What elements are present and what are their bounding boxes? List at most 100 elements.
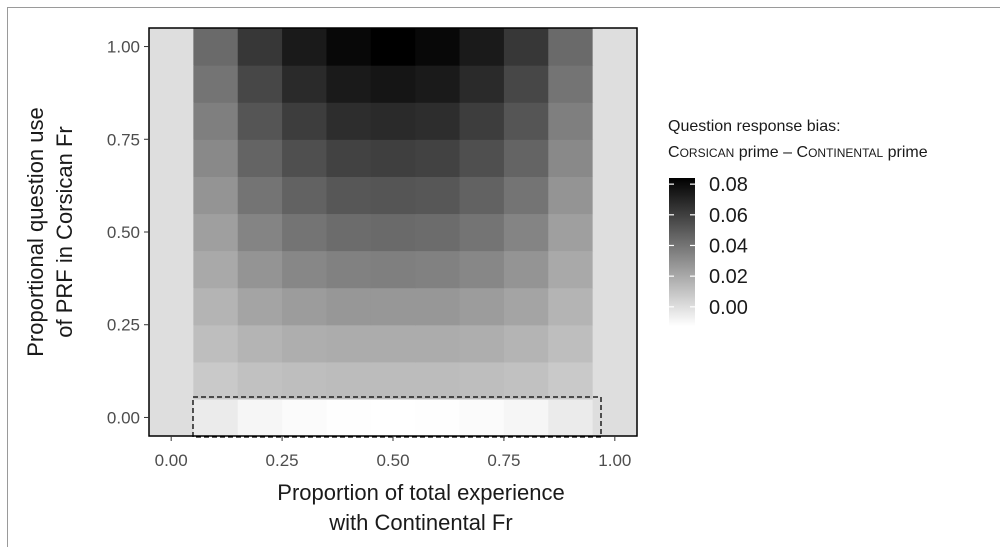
heatmap-cell (282, 324, 328, 363)
heatmap-cell (415, 28, 461, 66)
heatmap-cell (415, 287, 461, 326)
heatmap-cell (326, 324, 372, 363)
heatmap-cell (415, 398, 461, 437)
heatmap-cell (193, 287, 239, 326)
heatmap-cell (592, 28, 638, 66)
heatmap-cell (370, 102, 416, 140)
heatmap-cell (326, 250, 372, 289)
heatmap-cell (592, 361, 638, 400)
legend-label: 0.00 (709, 297, 748, 319)
heatmap-cell (370, 398, 416, 437)
heatmap-cell (282, 176, 328, 215)
heatmap-cell (503, 398, 549, 437)
heatmap-cell (503, 361, 549, 400)
heatmap-cell (503, 28, 549, 66)
heatmap-cell (548, 361, 594, 400)
dashed-highlight-box (192, 396, 602, 438)
heatmap-cell (237, 324, 283, 363)
heatmap-cell (370, 176, 416, 215)
heatmap-cell (459, 139, 505, 177)
heatmap-cell (503, 102, 549, 140)
heatmap-cell (282, 65, 328, 103)
heatmap-cell (237, 361, 283, 400)
heatmap-cell (237, 28, 283, 66)
heatmap-cell (282, 28, 328, 66)
heatmap-cell (503, 324, 549, 363)
heatmap-cell (149, 324, 194, 363)
heatmap-cells (149, 28, 638, 437)
heatmap-cell (592, 102, 638, 140)
heatmap-cell (149, 176, 194, 215)
y-tick-label: 0.50 (107, 223, 140, 242)
heatmap-cell (415, 213, 461, 252)
y-tick-label: 1.00 (107, 38, 140, 57)
heatmap-cell (149, 250, 194, 289)
x-axis-title-line2: with Continental Fr (328, 510, 512, 535)
legend-label: 0.08 (709, 174, 748, 196)
heatmap-cell (282, 139, 328, 177)
heatmap-cell (592, 176, 638, 215)
heatmap-cell (459, 398, 505, 437)
heatmap-cell (415, 250, 461, 289)
x-axis-ticks: 0.00 0.25 0.50 0.75 1.00 (155, 436, 631, 470)
heatmap-cell (326, 65, 372, 103)
legend-ticks: 0.08 0.06 0.04 0.02 0.00 (669, 174, 748, 319)
heatmap-cell (149, 28, 194, 66)
heatmap-cell (370, 28, 416, 66)
y-tick-label: 0.75 (107, 130, 140, 149)
heatmap-cell (237, 176, 283, 215)
heatmap-cell (548, 324, 594, 363)
legend-title-line1: Question response bias: (668, 118, 841, 135)
heatmap-cell (370, 250, 416, 289)
y-tick-label: 0.00 (107, 408, 140, 427)
heatmap-cell (503, 139, 549, 177)
heatmap-cell (592, 398, 638, 437)
heatmap-cell (459, 65, 505, 103)
x-axis-title-line1: Proportion of total experience (277, 480, 564, 505)
y-axis-title-line2: of PRF in Corsican Fr (52, 126, 77, 338)
heatmap-cell (459, 250, 505, 289)
heatmap-cell (548, 139, 594, 177)
legend-label: 0.04 (709, 235, 748, 257)
x-tick-label: 0.75 (487, 451, 520, 470)
heatmap-cell (415, 176, 461, 215)
heatmap-cell (503, 176, 549, 215)
heatmap-cell (592, 213, 638, 252)
heatmap-cell (370, 65, 416, 103)
heatmap-cell (193, 250, 239, 289)
heatmap-cell (459, 213, 505, 252)
heatmap-cell (149, 398, 194, 437)
heatmap-cell (193, 213, 239, 252)
heatmap-cell (237, 139, 283, 177)
heatmap-cell (370, 361, 416, 400)
heatmap-cell (282, 102, 328, 140)
legend-label: 0.02 (709, 266, 748, 288)
figure-frame (7, 7, 1000, 547)
x-tick-label: 1.00 (598, 451, 631, 470)
heatmap-cell (326, 213, 372, 252)
legend-label: 0.06 (709, 205, 748, 227)
heatmap-cell (326, 361, 372, 400)
heatmap-cell (326, 287, 372, 326)
heatmap-cell (459, 28, 505, 66)
heatmap-cell (326, 398, 372, 437)
heatmap-cell (193, 102, 239, 140)
heatmap-cell (282, 213, 328, 252)
heatmap-cell (459, 287, 505, 326)
heatmap-cell (326, 139, 372, 177)
heatmap-cell (370, 324, 416, 363)
heatmap-cell (237, 102, 283, 140)
heatmap-cell (592, 250, 638, 289)
heatmap-cell (193, 176, 239, 215)
heatmap-cell (415, 361, 461, 400)
heatmap-cell (149, 287, 194, 326)
heatmap-cell (548, 287, 594, 326)
heatmap-cell (548, 102, 594, 140)
heatmap-cell (237, 250, 283, 289)
heatmap-cell (370, 139, 416, 177)
heatmap-cell (503, 213, 549, 252)
heatmap-cell (326, 176, 372, 215)
heatmap-cell (193, 139, 239, 177)
x-tick-label: 0.00 (155, 451, 188, 470)
